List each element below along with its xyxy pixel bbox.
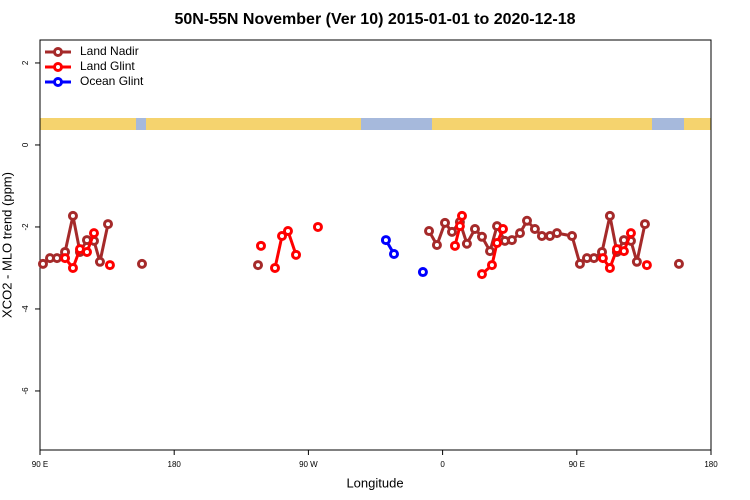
data-point: [102, 219, 113, 230]
data-point: [604, 262, 615, 273]
data-point: [492, 237, 503, 248]
data-point: [486, 260, 497, 271]
data-point: [449, 240, 460, 251]
data-point: [439, 217, 450, 228]
plot-frame: [39, 39, 712, 451]
y-axis-label: XCO2 - MLO trend (ppm): [0, 172, 14, 318]
data-point: [476, 231, 487, 242]
data-point: [51, 253, 62, 264]
data-point: [253, 260, 264, 271]
data-point: [431, 240, 442, 250]
chart-title: 50N-55N November (Ver 10) 2015-01-01 to …: [174, 11, 575, 28]
data-point: [94, 256, 105, 267]
data-point: [514, 228, 525, 239]
data-point: [618, 246, 629, 257]
y-tick-label: 2: [21, 60, 30, 65]
data-point: [588, 253, 599, 264]
data-point: [469, 224, 480, 235]
land: [432, 118, 652, 130]
land-ocean-strip: [40, 118, 711, 130]
data-point: [67, 210, 78, 221]
data-point: [37, 258, 48, 269]
data-point: [417, 267, 428, 278]
x-tick-label: 180: [168, 460, 182, 469]
data-point: [485, 246, 496, 257]
data-point: [136, 258, 147, 269]
x-tick-label: 180: [704, 460, 718, 469]
legend-label: Ocean Glint: [80, 74, 144, 88]
data-point: [312, 221, 323, 232]
data-point: [255, 240, 266, 251]
data-point: [269, 262, 280, 273]
x-tick-label: 90 E: [569, 460, 585, 469]
data-point: [282, 226, 293, 237]
land: [146, 118, 361, 130]
x-tick-label: 0: [440, 460, 445, 469]
data-point: [641, 260, 652, 271]
data-point: [521, 215, 532, 226]
data-point: [597, 253, 608, 264]
legend-label: Land Nadir: [80, 44, 139, 58]
data-point: [380, 235, 391, 246]
series-line: [480, 228, 505, 276]
data-point: [574, 258, 585, 269]
x-tick-label: 90 W: [299, 460, 318, 469]
legend-marker: [53, 62, 63, 72]
data-point: [454, 221, 465, 232]
data-point: [81, 246, 92, 257]
legend-label: Land Glint: [80, 59, 135, 73]
legend-marker: [53, 47, 63, 57]
data-point: [277, 230, 288, 241]
data-point: [529, 224, 540, 235]
data-point: [476, 269, 487, 280]
data-point: [60, 253, 71, 264]
data-point: [604, 210, 615, 221]
y-tick-label: -4: [21, 305, 30, 313]
data-point: [536, 230, 547, 241]
data-point: [631, 256, 642, 267]
y-tick-label: -6: [21, 387, 30, 395]
x-axis-label: Longitude: [346, 475, 403, 490]
data-point: [388, 249, 399, 260]
land: [684, 118, 711, 130]
legend-marker: [53, 77, 63, 87]
data-point: [456, 210, 467, 221]
data-point: [461, 238, 472, 249]
y-tick-label: -2: [21, 223, 30, 231]
data-point: [88, 228, 99, 239]
data-point: [551, 228, 562, 239]
data-point: [506, 235, 517, 246]
land: [40, 118, 136, 130]
data-point: [291, 249, 302, 260]
data-point: [424, 226, 435, 237]
data-point: [625, 228, 636, 239]
data-point: [673, 258, 684, 269]
y-tick-label: 0: [21, 142, 30, 147]
data-point: [497, 224, 508, 235]
data-point: [67, 262, 78, 273]
data-point: [567, 230, 578, 241]
data-point: [639, 219, 650, 230]
data-point: [104, 260, 115, 271]
data-point: [446, 226, 457, 237]
x-tick-label: 90 E: [32, 460, 48, 469]
